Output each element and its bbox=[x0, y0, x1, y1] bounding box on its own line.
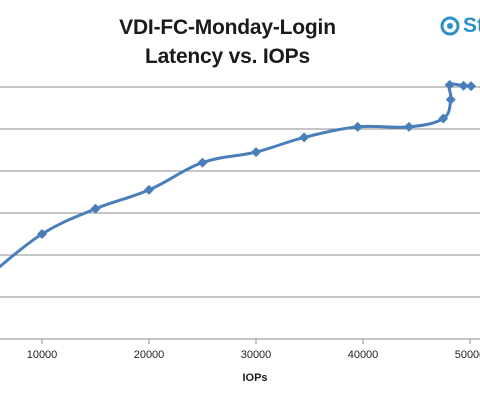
data-point-marker bbox=[438, 113, 449, 124]
logo-text: St bbox=[463, 14, 480, 37]
x-axis: 10000 20000 30000 40000 50000 bbox=[0, 338, 480, 361]
data-point-marker bbox=[299, 132, 310, 143]
data-point-marker bbox=[466, 81, 477, 92]
data-point-marker bbox=[445, 94, 456, 105]
data-point-marker bbox=[458, 80, 469, 91]
x-tick-label: 30000 bbox=[241, 349, 272, 361]
x-tick-label: 20000 bbox=[134, 349, 165, 361]
x-tick-label: 50000 bbox=[455, 349, 480, 361]
series-line bbox=[0, 82, 472, 269]
data-point-marker bbox=[90, 203, 101, 214]
data-point-marker bbox=[197, 157, 208, 168]
data-point-marker bbox=[37, 229, 47, 239]
chart-title-line-2: Latency vs. IOPs bbox=[145, 45, 310, 68]
logo: St bbox=[440, 14, 480, 38]
data-point-marker bbox=[404, 121, 415, 132]
data-point-marker bbox=[144, 184, 154, 195]
data-point-marker bbox=[352, 121, 363, 132]
x-axis-label: IOPs bbox=[242, 372, 268, 384]
series-latency bbox=[0, 79, 477, 269]
x-tick-label: 40000 bbox=[348, 349, 379, 361]
data-point-marker bbox=[251, 147, 261, 158]
data-point-marker bbox=[444, 79, 455, 90]
chart-title-line-1: VDI-FC-Monday-Login bbox=[119, 16, 336, 39]
grid-lines bbox=[0, 86, 480, 298]
logo-mark-icon bbox=[440, 16, 460, 36]
x-tick-label: 10000 bbox=[27, 349, 58, 361]
